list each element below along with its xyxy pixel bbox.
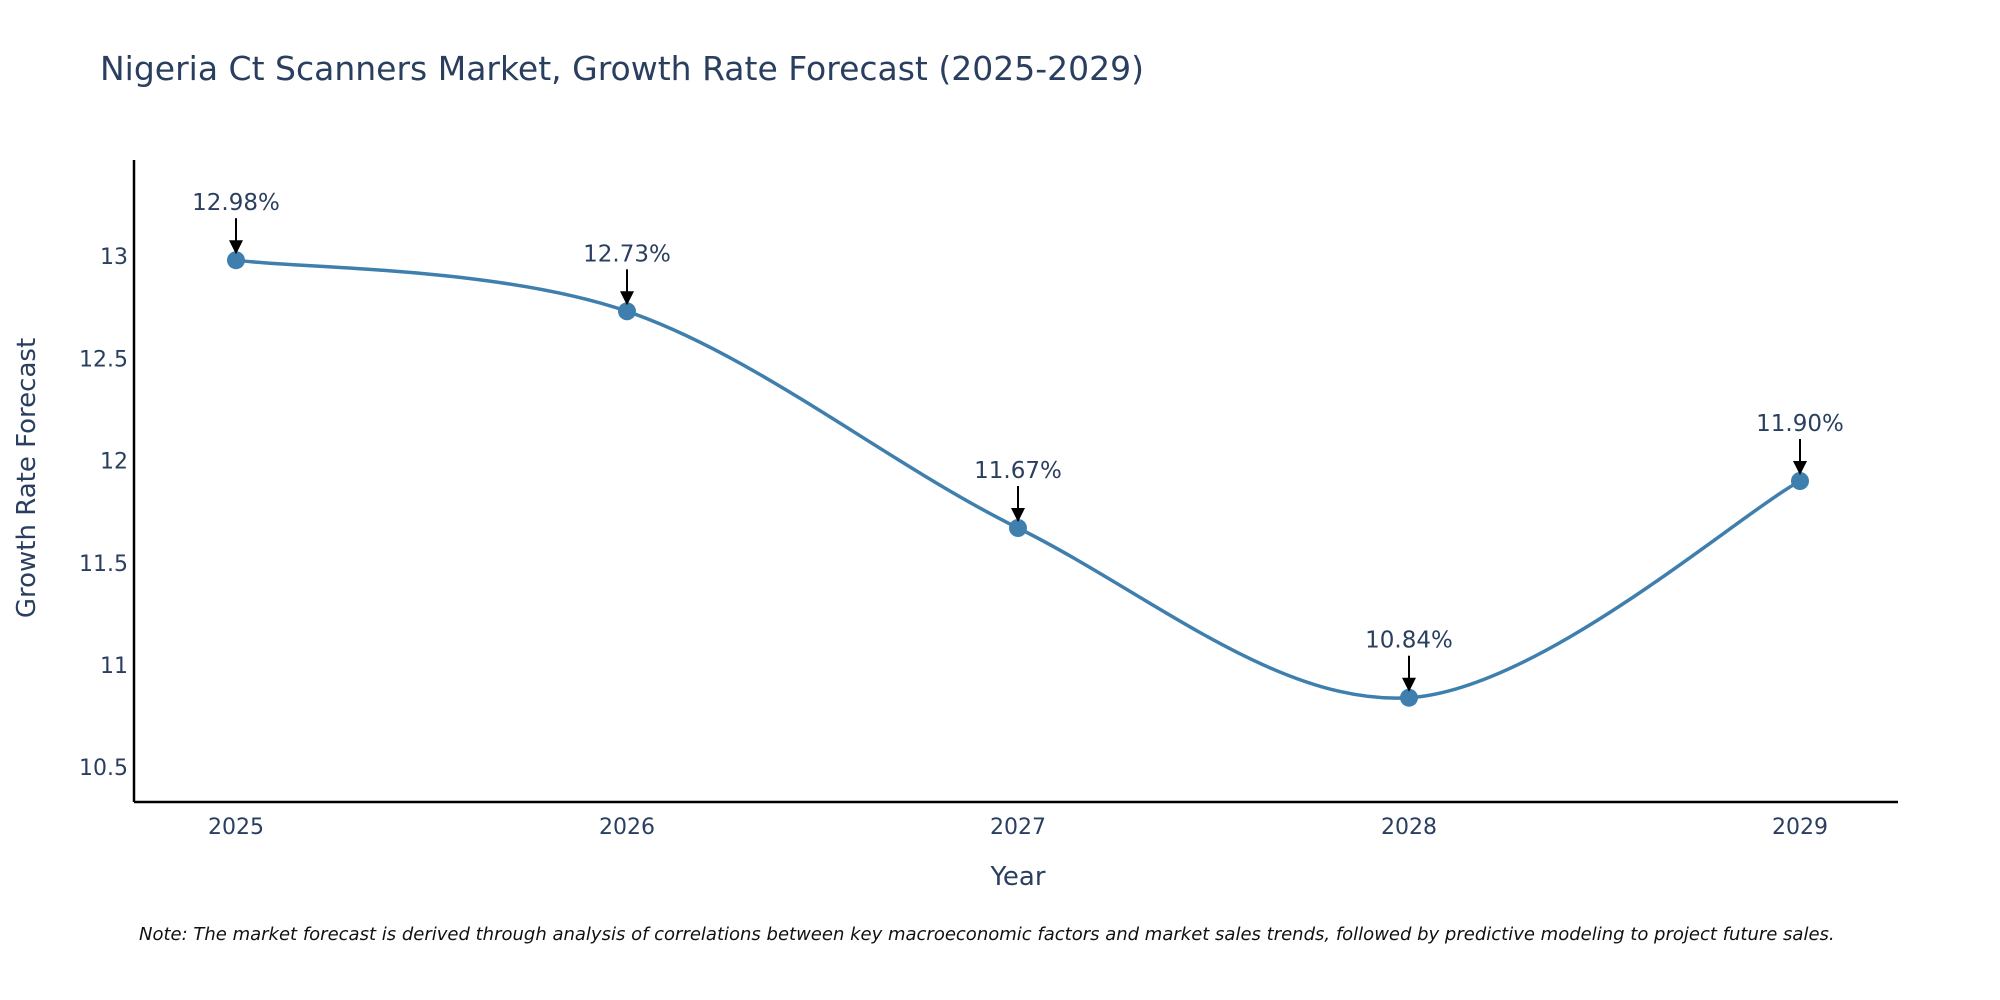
x-tick-label: 2027	[990, 815, 1046, 840]
data-label: 12.73%	[583, 241, 671, 267]
x-ticks: 2025 2026 2027 2028 2029	[208, 815, 1828, 840]
x-axis-title: Year	[989, 862, 1045, 892]
annotations: 12.98% 12.73% 11.67% 10.84% 11.90%	[192, 190, 1844, 692]
y-ticks: 10.5 11 11.5 12 12.5 13	[79, 245, 128, 781]
y-tick-label: 11	[100, 654, 128, 679]
y-tick-label: 12	[100, 450, 128, 475]
data-label: 11.90%	[1756, 411, 1844, 437]
annotation-arrow-head	[229, 240, 243, 255]
data-point	[1400, 688, 1418, 707]
y-tick-label: 10.5	[79, 756, 128, 781]
footnote: Note: The market forecast is derived thr…	[139, 924, 1835, 945]
x-tick-label: 2028	[1381, 815, 1437, 840]
data-label: 11.67%	[974, 458, 1062, 484]
x-tick-label: 2029	[1772, 815, 1828, 840]
annotation-arrow-head	[1402, 677, 1416, 692]
x-tick-label: 2026	[599, 815, 655, 840]
chart-title: Nigeria Ct Scanners Market, Growth Rate …	[100, 49, 1144, 88]
y-tick-label: 11.5	[79, 552, 128, 577]
y-tick-label: 13	[100, 245, 128, 270]
annotation-arrow-head	[1011, 508, 1025, 522]
data-point	[1009, 519, 1027, 537]
data-point	[1791, 472, 1809, 490]
y-tick-label: 12.5	[79, 347, 128, 372]
data-label: 10.84%	[1365, 628, 1453, 654]
data-points	[227, 251, 1809, 707]
annotation-arrow-head	[620, 291, 634, 306]
data-point	[618, 302, 636, 321]
data-label: 12.98%	[192, 190, 280, 216]
x-tick-label: 2025	[208, 815, 264, 840]
y-axis-title: Growth Rate Forecast	[12, 338, 42, 618]
annotation-arrow-head	[1793, 461, 1807, 475]
data-point	[227, 251, 245, 270]
